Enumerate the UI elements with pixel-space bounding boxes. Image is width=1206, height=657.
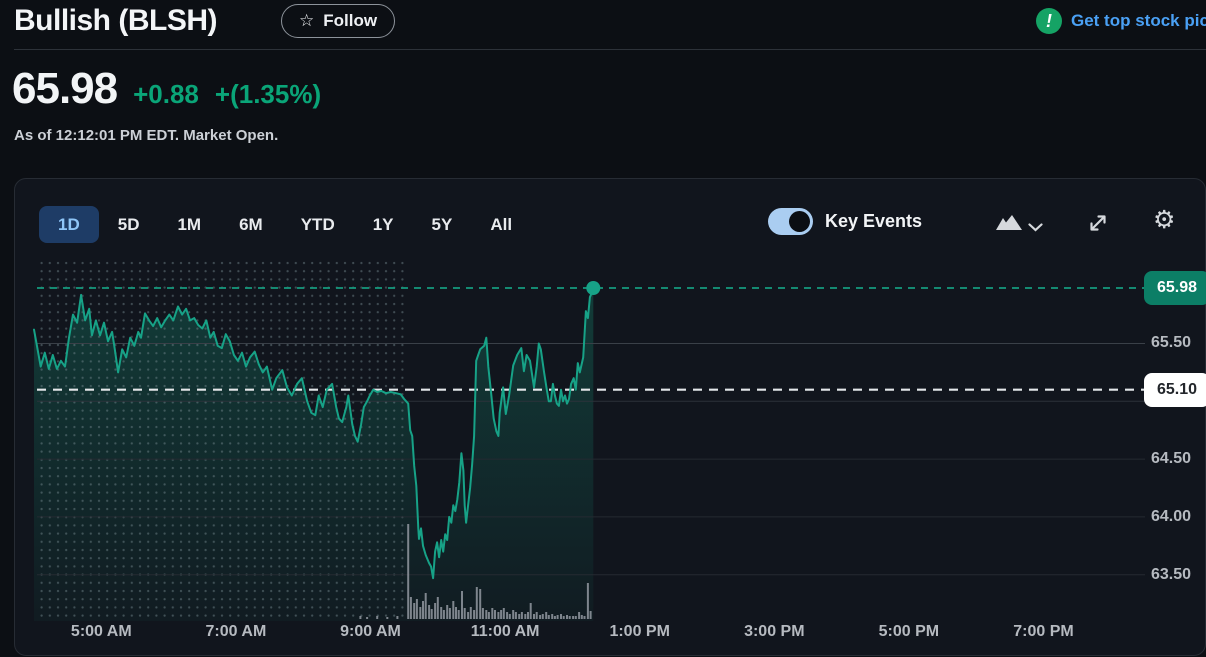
- as-of-timestamp: As of 12:12:01 PM EDT. Market Open.: [14, 127, 279, 144]
- current-price: 65.98: [12, 64, 118, 113]
- x-axis-label: 1:00 PM: [609, 623, 670, 640]
- chart-card: 1D 5D 1M 6M YTD 1Y 5Y All Key Events ⚙︎: [14, 178, 1206, 656]
- promo-link-label: Get top stock pic: [1071, 11, 1206, 30]
- range-tab-6m[interactable]: 6M: [220, 206, 282, 243]
- promo-link[interactable]: ! Get top stock pic: [1036, 8, 1206, 34]
- follow-button[interactable]: ☆ Follow: [281, 4, 396, 38]
- follow-button-label: Follow: [323, 11, 378, 30]
- toggle-knob: [789, 211, 810, 232]
- x-axis-label: 9:00 AM: [340, 623, 401, 640]
- price-section: 65.98 +0.88 +(1.35%): [12, 64, 321, 114]
- x-axis-label: 11:00 AM: [470, 623, 540, 640]
- previous-close-badge: 65.10: [1144, 372, 1206, 407]
- price-line: [33, 288, 595, 580]
- gear-icon[interactable]: ⚙︎: [1153, 206, 1176, 234]
- range-tab-5d[interactable]: 5D: [99, 206, 159, 243]
- range-tab-5y[interactable]: 5Y: [413, 206, 472, 243]
- key-events-label: Key Events: [825, 211, 923, 231]
- volume-bars: [359, 524, 592, 619]
- header-divider: [14, 49, 1206, 50]
- price-area-fill: [34, 289, 594, 621]
- price-change: +0.88: [133, 79, 199, 109]
- expand-icon[interactable]: [1087, 212, 1109, 239]
- range-tab-1y[interactable]: 1Y: [354, 206, 413, 243]
- star-outline-icon: ☆: [299, 11, 315, 30]
- chevron-down-icon[interactable]: [1028, 219, 1043, 237]
- x-axis-label: 7:00 PM: [1013, 623, 1074, 640]
- range-tab-ytd[interactable]: YTD: [282, 206, 354, 243]
- price-chart-svg: [33, 257, 1153, 621]
- current-price-dot: [586, 281, 601, 295]
- current-price-badge: 65.98: [1144, 271, 1206, 305]
- premarket-dotted-region: [37, 257, 405, 621]
- range-tab-all[interactable]: All: [471, 206, 531, 243]
- key-events-toggle[interactable]: [768, 208, 813, 235]
- y-axis-label: 65.50: [1151, 334, 1192, 352]
- y-axis-label: 64.50: [1151, 450, 1192, 468]
- price-change-percent: +(1.35%): [214, 79, 322, 109]
- x-axis-label: 5:00 AM: [70, 623, 132, 640]
- range-tabs: 1D 5D 1M 6M YTD 1Y 5Y All: [39, 206, 531, 243]
- range-tab-1d[interactable]: 1D: [39, 206, 99, 243]
- y-gridlines: [37, 343, 1145, 576]
- reference-lines: [37, 287, 1153, 391]
- range-tab-1m[interactable]: 1M: [158, 206, 220, 243]
- exclamation-circle-icon: !: [1036, 8, 1062, 34]
- page-title: Bullish (BLSH): [14, 4, 218, 37]
- x-axis-label: 5:00 PM: [878, 623, 940, 640]
- y-axis-label: 63.50: [1151, 565, 1192, 583]
- chart-type-mountain-icon[interactable]: [996, 215, 1022, 235]
- y-axis-label: 64.00: [1151, 507, 1192, 525]
- x-axis-label: 7:00 AM: [205, 623, 267, 640]
- x-axis-label: 3:00 PM: [744, 623, 805, 640]
